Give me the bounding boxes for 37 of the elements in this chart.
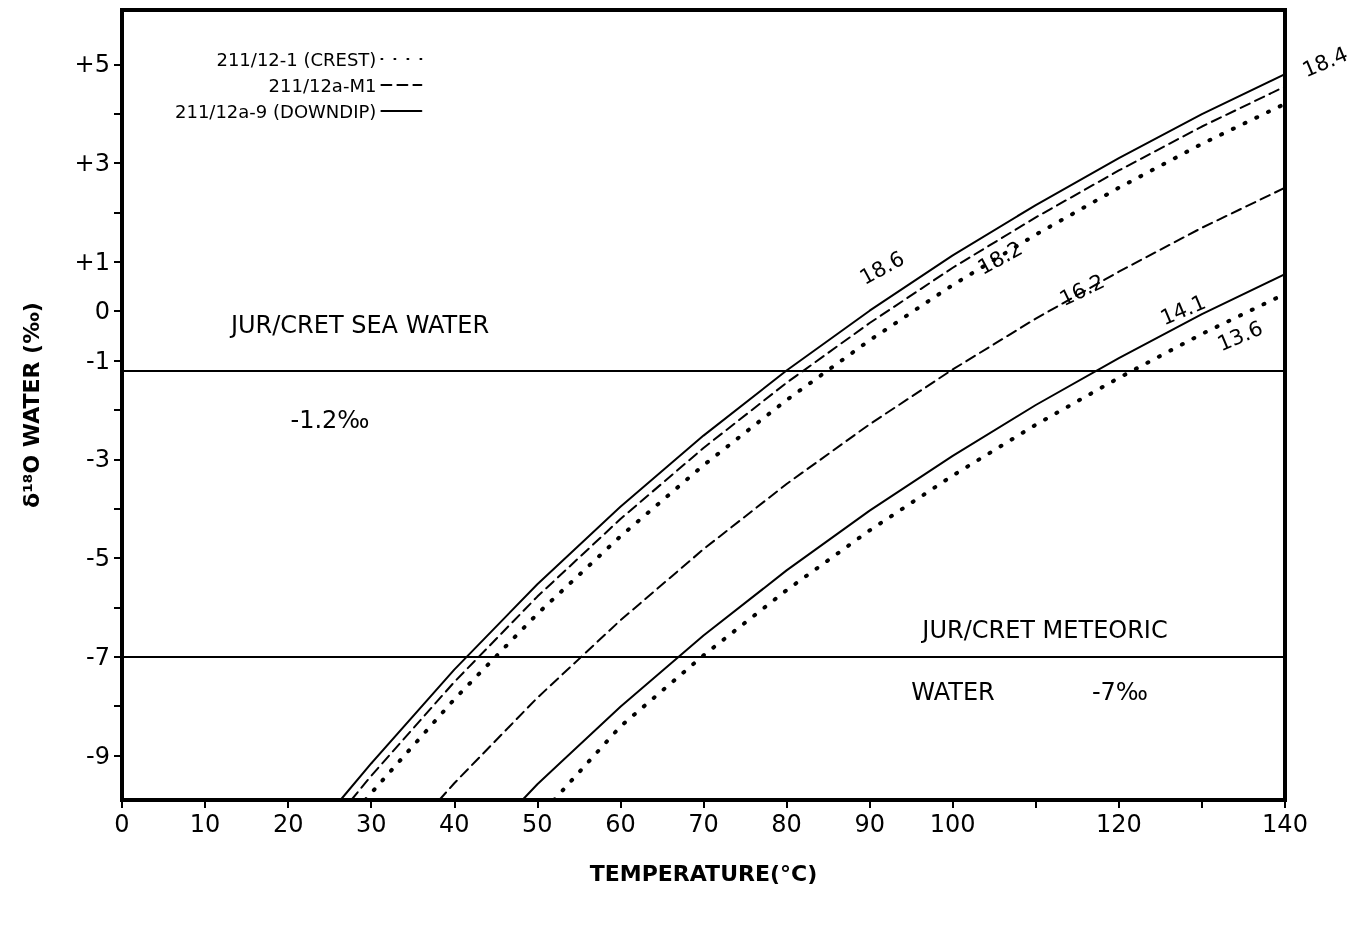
x-tick-label: 10: [189, 810, 221, 838]
y-tick-label: +3: [74, 149, 110, 178]
annotation: 18.6: [855, 246, 909, 290]
annotation: JUR/CRET METEORIC: [920, 616, 1168, 644]
y-tick-label: +5: [74, 50, 110, 79]
legend-label: 211/12a-9 (DOWNDIP): [174, 100, 377, 122]
y-tick-label: -7: [86, 642, 110, 671]
legend-label: 211/12-1 (CREST): [216, 48, 377, 70]
x-tick-label: 140: [1262, 810, 1308, 838]
annotation: 14.1: [1156, 289, 1210, 331]
y-tick-label: -5: [86, 544, 110, 573]
annotation: -1.2‰: [290, 406, 370, 434]
annotation: 16.2: [1055, 269, 1109, 311]
x-tick-label: 40: [439, 810, 470, 838]
y-tick-label: -1: [86, 346, 110, 375]
legend-label: 211/12a-M1: [268, 74, 377, 96]
x-tick-label: 70: [688, 810, 719, 838]
annotation: JUR/CRET SEA WATER: [228, 311, 490, 339]
x-tick-label: 30: [355, 810, 387, 838]
y-tick-label: 0: [94, 297, 110, 326]
annotation: 13.6: [1213, 315, 1267, 357]
annotation: -7‰: [1091, 678, 1149, 706]
annotation: WATER: [911, 678, 995, 706]
x-tick-label: 90: [854, 810, 885, 838]
x-tick-label: 100: [929, 810, 976, 838]
x-tick-label: 0: [114, 810, 130, 838]
x-tick-label: 80: [771, 810, 802, 838]
x-tick-label: 120: [1095, 810, 1142, 838]
y-tick-label: -9: [86, 741, 110, 770]
x-tick-label: 50: [522, 810, 553, 838]
x-tick-label: 20: [272, 810, 304, 838]
y-tick-label: +1: [74, 247, 110, 276]
y-axis-title: δ¹⁸O WATER (‰): [18, 302, 44, 508]
x-tick-label: 60: [605, 810, 636, 838]
y-tick-label: -3: [86, 445, 110, 474]
x-axis-title: TEMPERATURE(°C): [589, 860, 818, 886]
text: 18.4: [1298, 41, 1352, 83]
